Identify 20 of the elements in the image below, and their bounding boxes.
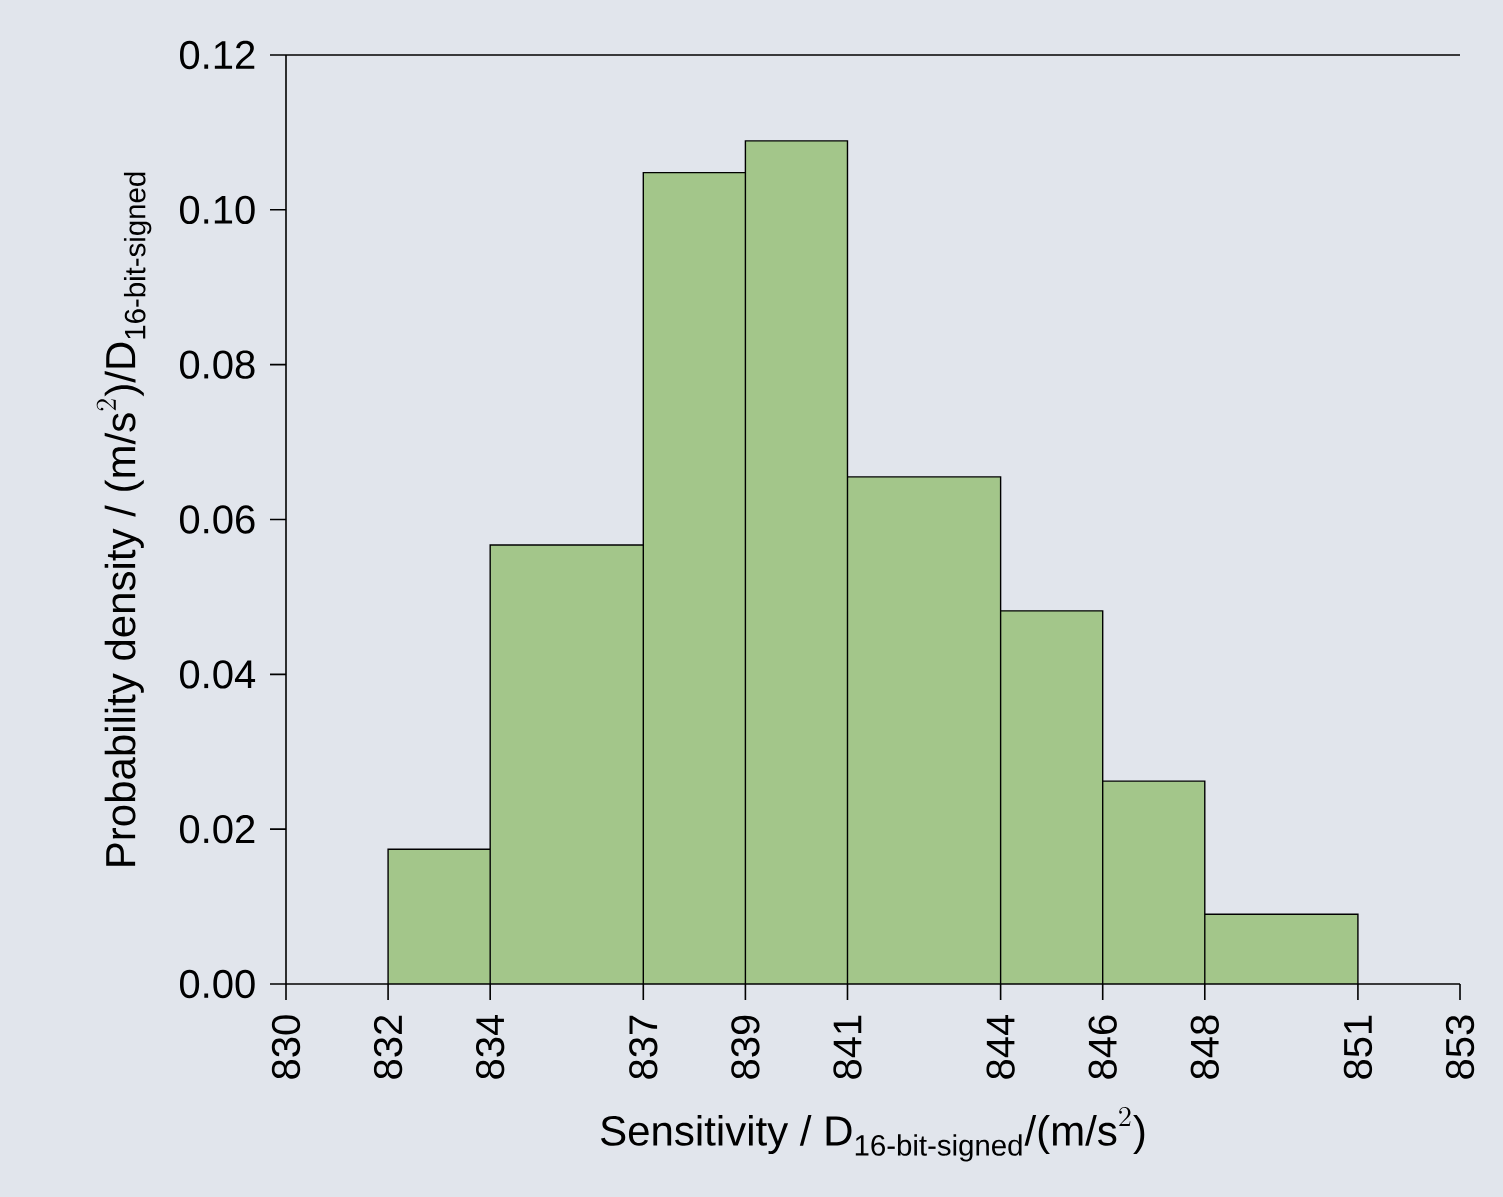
x-tick-label: 837 xyxy=(629,1015,658,1079)
x-tick-label: 851 xyxy=(1343,1015,1373,1079)
x-tick-label: 839 xyxy=(731,1015,760,1079)
x-tick-label: 834 xyxy=(476,1014,505,1079)
x-tick-label: 841 xyxy=(833,1015,862,1079)
y-tick-label: 0.04 xyxy=(179,660,256,689)
y-tick-label: 0.10 xyxy=(179,195,255,224)
x-tick-label: 832 xyxy=(373,1015,403,1079)
y-tick-label: 0.02 xyxy=(179,815,255,844)
y-tick-label: 0.00 xyxy=(179,969,255,999)
x-axis-title: $\text{Sensitivity / D}_{\text{16-bit-signed}}\text{/(m/s}^{2}\text{)}$ xyxy=(601,1106,1145,1162)
x-tick-label: 848 xyxy=(1190,1015,1219,1079)
y-axis-title: $\text{Probability density / (m/s}^{2}\text{)/D}_{\text{16-bit-signed}}$ xyxy=(96,172,152,866)
x-tick-label: 844 xyxy=(986,1014,1015,1079)
x-tick-label: 830 xyxy=(271,1015,301,1079)
y-tick-label: 0.06 xyxy=(179,505,255,534)
x-tick-label: 846 xyxy=(1088,1015,1117,1079)
x-tick-label: 853 xyxy=(1445,1015,1475,1079)
y-tick-label: 0.08 xyxy=(179,350,255,379)
y-tick-label: 0.12 xyxy=(179,40,255,70)
